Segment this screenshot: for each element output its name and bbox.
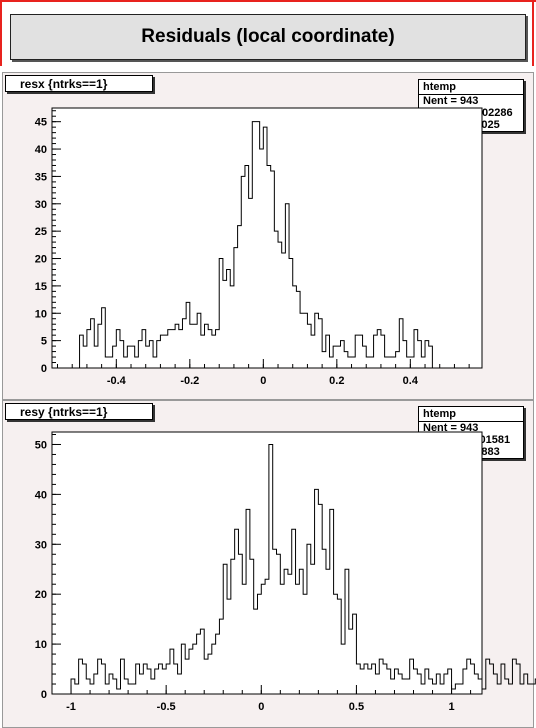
stats-resy-entries: Nent = 943 bbox=[423, 422, 479, 434]
ytick-label-resy: 40 bbox=[35, 489, 47, 501]
stats-resy-name: htemp bbox=[419, 407, 523, 422]
pad-resy-label: resy {ntrks==1} bbox=[5, 403, 153, 420]
ytick-label-resx: 45 bbox=[35, 117, 47, 129]
canvas-title: Residuals (local coordinate) bbox=[10, 14, 526, 60]
ytick-label-resx: 35 bbox=[35, 171, 47, 183]
pad-resx-label: resx {ntrks==1} bbox=[5, 75, 153, 92]
histogram-line-resx bbox=[79, 121, 437, 369]
stats-resx-name: htemp bbox=[419, 80, 523, 95]
ytick-label-resx: 25 bbox=[35, 226, 47, 238]
xtick-label-resy: -1 bbox=[66, 701, 76, 713]
xtick-label-resx: 0.4 bbox=[403, 375, 419, 387]
plot-frame-resy bbox=[51, 431, 483, 695]
ytick-label-resy: 0 bbox=[41, 689, 47, 701]
ytick-label-resx: 10 bbox=[35, 308, 47, 320]
ytick-label-resx: 15 bbox=[35, 281, 47, 293]
ytick-label-resy: 30 bbox=[35, 539, 47, 551]
ytick-label-resx: 40 bbox=[35, 144, 47, 156]
canvas-right-border bbox=[532, 0, 534, 66]
ytick-label-resy: 10 bbox=[35, 639, 47, 651]
histogram-line-resy bbox=[70, 443, 536, 694]
xtick-label-resx: -0.2 bbox=[180, 375, 199, 387]
xtick-label-resy: 0.5 bbox=[349, 701, 364, 713]
ytick-label-resx: 5 bbox=[41, 336, 47, 348]
xtick-label-resy: 1 bbox=[448, 701, 454, 713]
xtick-label-resx: -0.4 bbox=[107, 375, 127, 387]
xtick-label-resx: 0 bbox=[260, 375, 266, 387]
ytick-label-resy: 20 bbox=[35, 589, 47, 601]
ytick-label-resx: 20 bbox=[35, 254, 47, 266]
stats-resx-entries: Nent = 943 bbox=[423, 95, 479, 107]
ytick-label-resx: 0 bbox=[41, 363, 47, 375]
xtick-label-resy: 0 bbox=[258, 701, 264, 713]
ytick-label-resx: 30 bbox=[35, 199, 47, 211]
xtick-label-resy: -0.5 bbox=[157, 701, 176, 713]
canvas-top-border bbox=[0, 0, 536, 2]
xtick-label-resx: 0.2 bbox=[329, 375, 344, 387]
ytick-label-resy: 50 bbox=[35, 439, 47, 451]
canvas-left-border bbox=[0, 0, 2, 66]
